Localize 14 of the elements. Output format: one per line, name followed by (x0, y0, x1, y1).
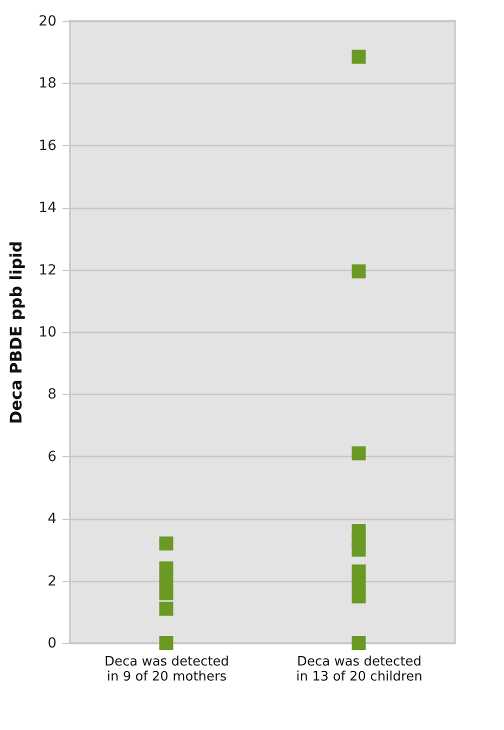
y-tick-label: 0 (48, 636, 56, 652)
y-tick-label: 2 (48, 573, 56, 590)
y-axis-title: Deca PBDE ppb lipid (6, 241, 26, 424)
x-tick-label: Deca was detected in 9 of 20 mothers (104, 654, 230, 684)
x-tick-label: Deca was detected in 13 of 20 children (296, 654, 422, 684)
y-tick-label: 4 (48, 511, 57, 528)
y-tick-label: 8 (48, 386, 56, 403)
y-tick-label: 16 (38, 138, 57, 154)
y-tick-label: 6 (48, 448, 57, 465)
y-tick-label: 10 (38, 324, 56, 340)
y-tick-label: 20 (38, 14, 56, 30)
y-tick-label: 18 (38, 76, 56, 92)
y-tick-label: 14 (38, 200, 57, 216)
y-tick-label: 12 (38, 262, 56, 278)
